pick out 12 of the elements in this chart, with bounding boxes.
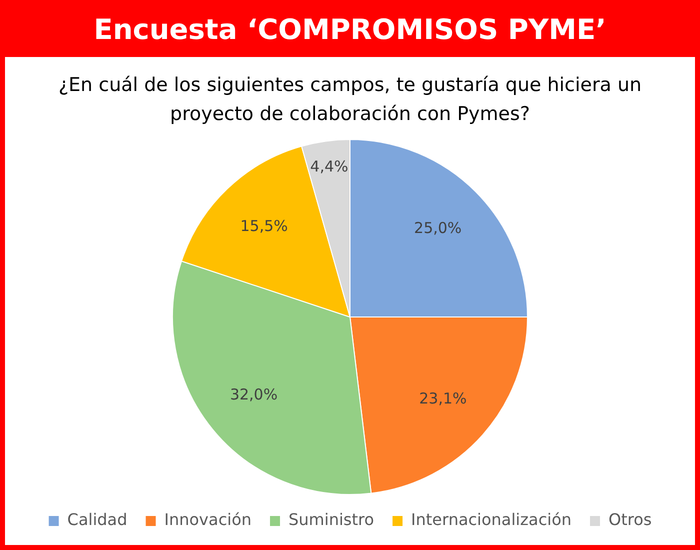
- legend-label: Calidad: [67, 510, 128, 530]
- legend-label: Otros: [608, 510, 652, 530]
- data-label: 32,0%: [230, 385, 278, 404]
- legend-label: Innovación: [164, 510, 252, 530]
- data-label: 4,4%: [310, 157, 348, 176]
- data-label: 15,5%: [240, 217, 288, 236]
- legend-label: Internacionalización: [411, 510, 572, 530]
- chart-subtitle: ¿En cuál de los siguientes campos, te gustaría que hiciera un proyecto de colaboración con Pymes?: [57, 73, 643, 127]
- chart-title: Encuesta ‘COMPROMISOS PYME’: [5, 5, 695, 57]
- data-label: 25,0%: [414, 219, 462, 238]
- legend-label: Suministro: [288, 510, 374, 530]
- data-label: 23,1%: [419, 389, 467, 408]
